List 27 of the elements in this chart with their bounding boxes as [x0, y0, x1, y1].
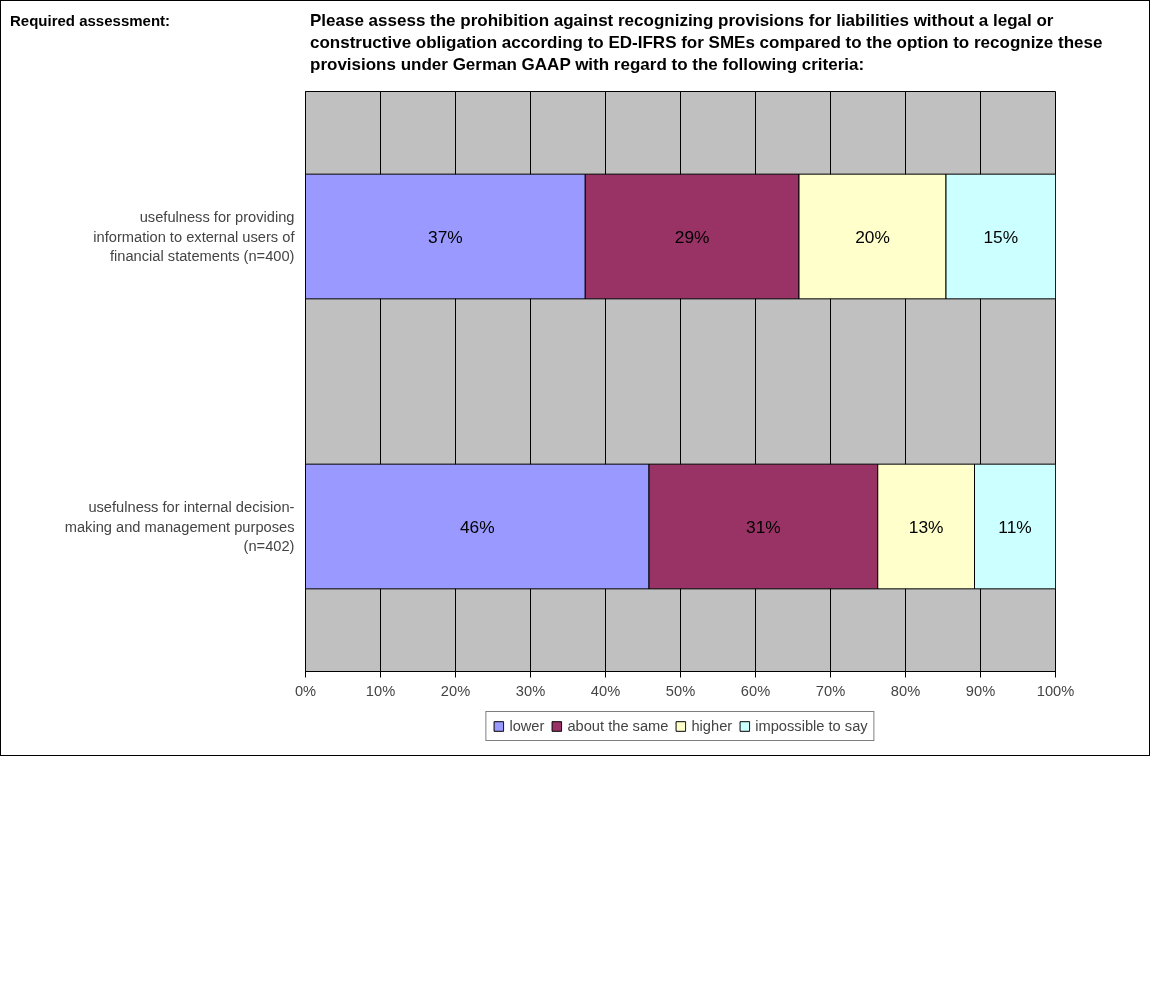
x-tick-label: 50% — [665, 682, 696, 699]
x-tick-label: 40% — [590, 682, 621, 699]
data-label: 31% — [746, 516, 781, 537]
data-label: 29% — [674, 226, 710, 247]
text: Required assessment: — [10, 12, 171, 29]
x-tick-label: 80% — [890, 682, 921, 699]
x-tick-label: 100% — [1036, 682, 1075, 699]
x-tick-label: 30% — [515, 682, 546, 699]
legend-label: about the same — [567, 718, 669, 735]
x-tick-label: 70% — [815, 682, 846, 699]
data-label: 20% — [855, 226, 890, 247]
data-label: 15% — [983, 226, 1019, 247]
data-label: 13% — [908, 516, 944, 537]
legend-label: lower — [509, 718, 545, 735]
x-tick-label: 60% — [740, 682, 771, 699]
x-tick-label: 10% — [365, 682, 396, 699]
y-tick-label: usefulness for internal decision-making and management purposes (n=402) — [64, 499, 295, 554]
x-tick-label: 90% — [965, 682, 996, 699]
x-tick-label: 20% — [440, 682, 471, 699]
data-label: 46% — [459, 516, 495, 537]
x-tick-label: 0% — [294, 682, 317, 699]
data-label: 37% — [428, 226, 463, 247]
legend-label: impossible to say — [755, 718, 868, 735]
y-tick-label: usefulness for providing information to external users of financial statements (n=400) — [93, 209, 296, 264]
chart-title: Please assess the prohibition against recognizing provisions for liabilities without a legal or constructive obligation according to ED-IFRS for SMEs compared to the option to recognize these provisions under German GAAP with regard to the following criteria: — [310, 11, 1103, 75]
data-label: 11% — [998, 516, 1032, 537]
legend-label: higher — [691, 718, 733, 735]
